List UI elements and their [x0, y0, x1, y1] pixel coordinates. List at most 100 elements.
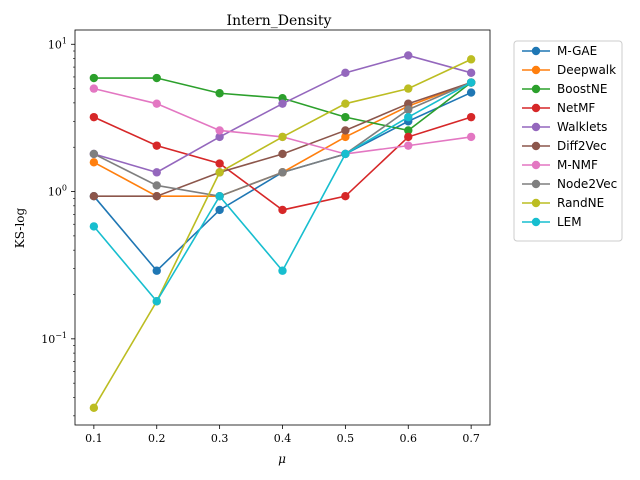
- data-point-lem: [278, 266, 287, 275]
- y-axis-label: KS-log: [13, 207, 27, 248]
- data-point-lem: [152, 297, 161, 306]
- legend-marker: [531, 198, 541, 208]
- legend-item-boostne: BoostNE: [522, 82, 607, 96]
- legend-item-netmf: NetMF: [522, 101, 595, 115]
- x-tick-label: 0.5: [337, 432, 355, 445]
- data-point-diff2vec: [278, 149, 287, 159]
- legend-label: LEM: [557, 215, 582, 229]
- x-tick-label: 0.3: [211, 432, 229, 445]
- legend-item-randne: RandNE: [522, 196, 604, 210]
- legend-marker: [531, 84, 541, 94]
- data-point-netmf: [278, 205, 287, 215]
- legend-marker: [531, 179, 541, 189]
- data-point-netmf: [341, 191, 350, 201]
- x-tick-label: 0.7: [462, 432, 480, 445]
- data-point-boostne: [215, 89, 224, 98]
- data-point-m-gae: [215, 205, 224, 215]
- legend-label: NetMF: [557, 101, 595, 115]
- data-point-diff2vec: [152, 191, 161, 201]
- data-point-lem: [89, 222, 99, 231]
- data-point-randne: [341, 99, 350, 108]
- data-point-lem: [466, 78, 476, 87]
- data-point-boostne: [89, 73, 99, 83]
- data-point-randne: [404, 84, 413, 93]
- legend-item-m-gae: M-GAE: [522, 44, 597, 58]
- data-point-m-nmf: [152, 99, 161, 108]
- data-point-m-gae: [466, 88, 476, 97]
- legend: M-GAE Deepwalk BoostNE NetMF Walklets Diff2Ve…: [513, 40, 623, 242]
- legend-label: M-NMF: [557, 158, 598, 172]
- data-point-m-nmf: [89, 84, 99, 93]
- series-netmf: [89, 112, 476, 215]
- data-point-walklets: [341, 68, 350, 78]
- data-point-walklets: [215, 132, 224, 142]
- legend-marker: [531, 160, 541, 170]
- data-point-walklets: [466, 68, 476, 78]
- legend-marker: [531, 122, 541, 132]
- legend-item-diff2vec: Diff2Vec: [522, 139, 607, 153]
- data-point-deepwalk: [341, 132, 350, 142]
- data-point-node2vec: [89, 149, 99, 159]
- legend-label: RandNE: [557, 196, 604, 210]
- legend-label: M-GAE: [557, 44, 597, 58]
- legend-frame: [513, 40, 623, 242]
- data-point-deepwalk: [89, 158, 99, 167]
- data-point-boostne: [404, 126, 413, 135]
- data-point-randne: [278, 132, 287, 142]
- data-point-diff2vec: [404, 99, 413, 108]
- legend-label: Diff2Vec: [557, 139, 607, 153]
- data-point-boostne: [152, 73, 161, 83]
- series-layer: [89, 51, 476, 413]
- legend-label: BoostNE: [557, 82, 607, 96]
- data-point-netmf: [404, 132, 413, 142]
- legend-marker: [531, 65, 541, 75]
- data-point-diff2vec: [341, 126, 350, 135]
- legend-marker: [531, 141, 541, 151]
- legend-marker: [531, 103, 541, 113]
- legend-item-deepwalk: Deepwalk: [522, 63, 616, 77]
- x-tick-label: 0.1: [85, 432, 103, 445]
- legend-marker: [531, 46, 541, 56]
- data-point-node2vec: [404, 105, 413, 114]
- legend-label: Deepwalk: [557, 63, 616, 77]
- data-point-boostne: [341, 112, 350, 122]
- data-point-m-nmf: [466, 132, 476, 142]
- data-point-lem: [404, 112, 413, 122]
- x-tick-label: 0.6: [400, 432, 418, 445]
- data-point-netmf: [215, 159, 224, 168]
- data-point-m-nmf: [404, 141, 413, 150]
- y-tick-label: 100: [48, 184, 67, 199]
- data-point-m-nmf: [215, 126, 224, 135]
- legend-item-walklets: Walklets: [522, 120, 607, 134]
- x-tick-label: 0.2: [148, 432, 166, 445]
- data-point-walklets: [278, 99, 287, 108]
- data-point-netmf: [152, 141, 161, 150]
- x-axis: 0.1 0.2 0.3 0.4 0.5 0.6 0.7: [85, 425, 480, 445]
- legend-item-node2vec: Node2Vec: [522, 177, 617, 191]
- y-tick-label: 10−1: [41, 331, 67, 346]
- data-point-randne: [89, 403, 99, 413]
- legend-marker: [531, 217, 541, 227]
- data-point-node2vec: [278, 168, 287, 177]
- data-point-walklets: [152, 168, 161, 177]
- x-tick-label: 0.4: [274, 432, 292, 445]
- y-tick-label: 101: [48, 36, 67, 51]
- data-point-randne: [215, 168, 224, 177]
- chart-title: Intern_Density: [227, 13, 332, 29]
- series-lem: [89, 78, 476, 306]
- data-point-diff2vec: [89, 191, 99, 201]
- data-point-netmf: [466, 112, 476, 122]
- data-point-netmf: [89, 112, 99, 122]
- data-point-walklets: [404, 51, 413, 60]
- x-axis-label: μ: [278, 452, 286, 466]
- data-point-node2vec: [152, 181, 161, 190]
- data-point-m-gae: [152, 266, 161, 275]
- data-point-randne: [466, 55, 476, 64]
- legend-item-lem: LEM: [522, 215, 582, 229]
- data-point-lem: [215, 191, 224, 201]
- legend-item-m-nmf: M-NMF: [522, 158, 598, 172]
- legend-label: Walklets: [557, 120, 607, 134]
- y-axis: 10−1 100 101: [41, 36, 75, 417]
- data-point-lem: [341, 149, 350, 159]
